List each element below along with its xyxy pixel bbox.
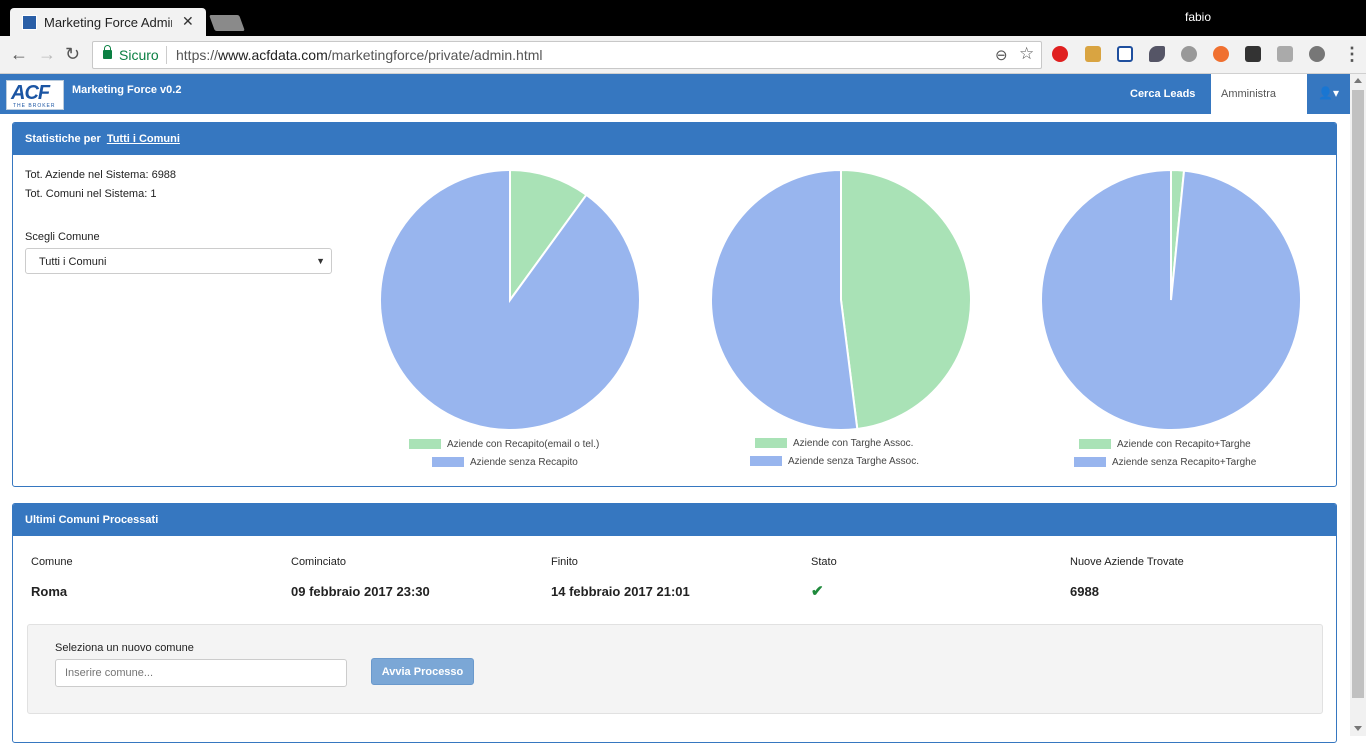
new-comune-label: Seleziona un nuovo comune — [55, 642, 194, 654]
legend-swatch — [432, 457, 464, 467]
legend-recapito: Aziende con Recapito(email o tel.) Azien… — [409, 435, 599, 471]
cell-finito: 14 febbraio 2017 21:01 — [551, 584, 690, 599]
legend-swatch — [755, 438, 787, 448]
logo-subtext: THE BROKER — [13, 103, 56, 109]
key-extension-icon[interactable] — [1085, 46, 1101, 62]
last-processed-panel: Ultimi Comuni Processati Comune Comincia… — [12, 503, 1337, 743]
caret-down-icon: ▼ — [316, 256, 325, 266]
last-panel-heading: Ultimi Comuni Processati — [13, 504, 1336, 536]
back-arrow-icon[interactable]: ← — [10, 44, 28, 64]
browser-titlebar: Marketing Force Adminis ✕ fabio — [0, 0, 1366, 36]
pie-chart-targhe — [710, 168, 972, 431]
cell-nuove: 6988 — [1070, 584, 1099, 599]
browser-toolbar: ← → ↻ Sicuro https://www.acfdata.com/mar… — [0, 36, 1366, 74]
fingerprint-extension-icon[interactable] — [1181, 46, 1197, 62]
nav-amministra[interactable]: Amministra — [1211, 74, 1307, 114]
bookmark-star-icon[interactable]: ☆ — [1019, 44, 1035, 63]
gray-extension-icon[interactable] — [1277, 46, 1293, 62]
nav-cerca-leads[interactable]: Cerca Leads — [1130, 88, 1196, 100]
logo-text: ACF — [11, 82, 50, 104]
scroll-down-icon[interactable] — [1354, 726, 1362, 731]
pie-slice-1-1[interactable] — [710, 168, 859, 431]
stats-heading-link[interactable]: Tutti i Comuni — [106, 133, 180, 145]
address-bar[interactable]: Sicuro https://www.acfdata.com/marketing… — [92, 41, 1042, 69]
page-scrollbar[interactable] — [1350, 74, 1366, 736]
m-extension-icon[interactable] — [1245, 46, 1261, 62]
nav-amministra-label: Amministra — [1221, 88, 1277, 100]
pie-slice-0-1[interactable] — [379, 168, 641, 431]
legend-label: Aziende senza Recapito — [470, 456, 578, 468]
legend-item[interactable]: Aziende senza Recapito+Targhe — [1074, 453, 1256, 471]
secure-label: Sicuro — [119, 47, 159, 63]
check-icon: ✔ — [811, 583, 824, 600]
eyedropper-extension-icon[interactable] — [1149, 46, 1165, 62]
avvia-processo-button[interactable]: Avvia Processo — [371, 658, 474, 685]
legend-label: Aziende con Recapito(email o tel.) — [447, 438, 600, 450]
col-finito: Finito — [551, 556, 578, 568]
legend-targhe: Aziende con Targhe Assoc. Aziende senza … — [750, 434, 919, 470]
stats-heading-text: Statistiche per — [25, 133, 101, 145]
legend-item[interactable]: Aziende con Targhe Assoc. — [755, 434, 919, 452]
cell-comune: Roma — [31, 584, 68, 599]
url-separator — [166, 46, 167, 64]
browser-tab[interactable]: Marketing Force Adminis ✕ — [10, 8, 206, 36]
legend-item[interactable]: Aziende senza Targhe Assoc. — [750, 452, 919, 470]
tab-title: Marketing Force Adminis — [44, 15, 172, 30]
opera-extension-icon[interactable] — [1052, 46, 1068, 62]
lock-icon — [103, 45, 112, 59]
legend-recapito-targhe: Aziende con Recapito+Targhe Aziende senz… — [1074, 435, 1256, 471]
tot-aziende: Tot. Aziende nel Sistema: 6988 — [25, 169, 177, 181]
stats-panel-heading: Statistiche per Tutti i Comuni — [13, 123, 1336, 155]
pie-slice-0-0[interactable] — [509, 168, 588, 304]
legend-item[interactable]: Aziende con Recapito+Targhe — [1079, 435, 1256, 453]
legend-swatch — [1074, 457, 1106, 467]
app-navbar: ACF THE BROKER Marketing Force v0.2 Cerc… — [0, 74, 1350, 114]
select-comune-value: Tutti i Comuni — [39, 256, 107, 268]
url-path: /marketingforce/private/admin.html — [327, 47, 543, 63]
legend-label: Aziende senza Recapito+Targhe — [1112, 456, 1257, 468]
url-text[interactable]: https://www.acfdata.com/marketingforce/p… — [176, 47, 543, 63]
col-cominciato: Cominciato — [291, 556, 347, 568]
pie-chart-recapito-targhe — [1040, 168, 1302, 431]
acf-logo[interactable]: ACF THE BROKER — [6, 80, 64, 110]
legend-label: Aziende senza Targhe Assoc. — [788, 455, 920, 467]
new-comune-input[interactable] — [55, 659, 347, 687]
url-host: www.acfdata.com — [218, 47, 328, 63]
select-comune-label: Scegli Comune — [25, 231, 100, 243]
select-comune[interactable]: Tutti i Comuni ▼ — [25, 248, 332, 274]
pie-chart-recapito — [379, 168, 641, 431]
col-stato: Stato — [811, 556, 837, 568]
scroll-up-icon[interactable] — [1354, 78, 1362, 83]
url-prefix: https:// — [176, 47, 219, 63]
new-comune-form: Seleziona un nuovo comune Avvia Processo — [27, 624, 1323, 714]
user-menu-icon[interactable]: 👤▾ — [1318, 86, 1339, 100]
browser-menu-icon[interactable]: ⋮ — [1343, 44, 1361, 64]
reload-icon[interactable]: ↻ — [65, 44, 81, 64]
pie-slice-2-1[interactable] — [1040, 168, 1302, 431]
legend-label: Aziende con Recapito+Targhe — [1117, 438, 1251, 450]
legend-swatch — [1079, 439, 1111, 449]
app-brand[interactable]: Marketing Force v0.2 — [72, 84, 182, 96]
legend-label: Aziende con Targhe Assoc. — [793, 437, 914, 449]
new-tab-button[interactable] — [209, 15, 245, 31]
legend-swatch — [750, 456, 782, 466]
orange-extension-icon[interactable] — [1213, 46, 1229, 62]
favicon-icon — [22, 15, 37, 30]
tot-comuni: Tot. Comuni nel Sistema: 1 — [25, 188, 157, 200]
col-nuove: Nuove Aziende Trovate — [1070, 556, 1184, 568]
zoom-icon[interactable]: ⊖ — [995, 47, 1008, 64]
n-extension-icon[interactable] — [1117, 46, 1133, 62]
pie-slice-1-0[interactable] — [840, 168, 972, 431]
film-extension-icon[interactable] — [1309, 46, 1325, 62]
cell-cominciato: 09 febbraio 2017 23:30 — [291, 584, 430, 599]
legend-item[interactable]: Aziende senza Recapito — [432, 453, 599, 471]
legend-item[interactable]: Aziende con Recapito(email o tel.) — [409, 435, 599, 453]
legend-swatch — [409, 439, 441, 449]
forward-arrow-icon[interactable]: → — [38, 44, 56, 64]
stats-panel: Statistiche per Tutti i Comuni Tot. Azien… — [12, 122, 1337, 487]
scroll-thumb[interactable] — [1352, 90, 1364, 698]
close-icon[interactable]: ✕ — [182, 13, 194, 29]
col-comune: Comune — [31, 556, 73, 568]
profile-name[interactable]: fabio — [1185, 10, 1212, 24]
